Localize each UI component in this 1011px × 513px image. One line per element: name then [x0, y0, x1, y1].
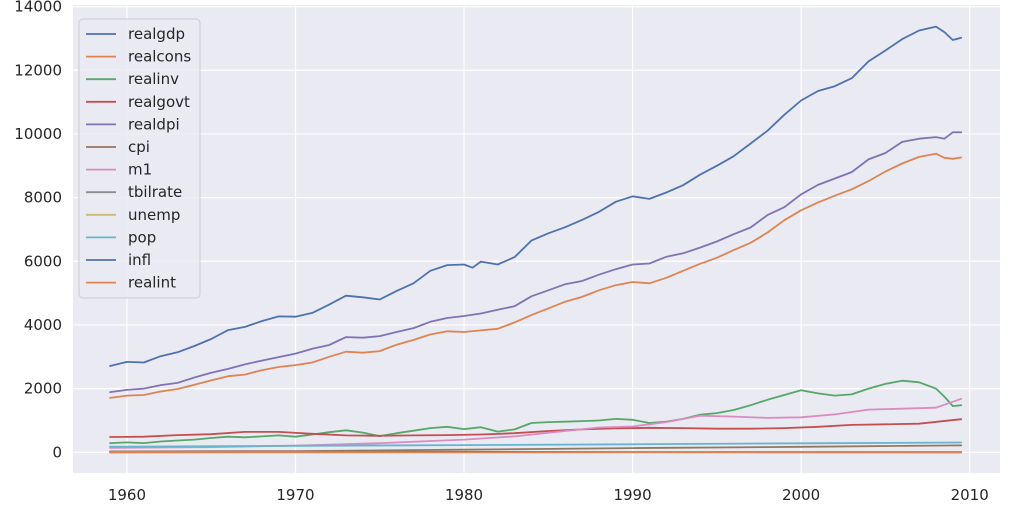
y-tick-label: 8000: [24, 189, 62, 207]
legend-label-realdpi: realdpi: [128, 115, 180, 133]
x-tick-label: 1980: [445, 486, 483, 504]
legend-label-m1: m1: [128, 161, 152, 179]
series-line-cpi: [109, 444, 963, 453]
x-tick-label: 2010: [951, 486, 989, 504]
series-line-realinv: [109, 379, 963, 445]
x-tick-label: 1960: [108, 486, 146, 504]
series-line-realcons: [109, 152, 963, 399]
series-line-realgovt: [109, 418, 963, 438]
legend-label-pop: pop: [128, 228, 156, 246]
series-line-realdpi: [109, 131, 963, 394]
legend-label-tbilrate: tbilrate: [128, 183, 182, 201]
series-line-m1: [109, 397, 963, 449]
x-axis-ticks: 1960 1970 1980 1990 2000 2010: [108, 486, 989, 504]
series-line-pop: [109, 441, 963, 448]
legend-label-realinv: realinv: [128, 70, 179, 88]
y-tick-label: 10000: [14, 125, 62, 143]
y-tick-label: 12000: [14, 61, 62, 79]
y-axis-ticks: 0 2000 4000 6000 8000 10000 12000 14000: [14, 0, 62, 461]
y-tick-label: 0: [52, 443, 62, 461]
legend-label-cpi: cpi: [128, 138, 150, 156]
series-layer: [109, 25, 963, 454]
x-tick-label: 2000: [782, 486, 820, 504]
y-tick-label: 2000: [24, 380, 62, 398]
legend-label-unemp: unemp: [128, 206, 180, 224]
legend: realgdp realcons realinv realgovt realdpi cpi…: [78, 18, 201, 299]
series-line-realgdp: [109, 25, 963, 367]
x-tick-label: 1990: [613, 486, 651, 504]
y-tick-label: 6000: [24, 252, 62, 270]
legend-label-realgovt: realgovt: [128, 93, 190, 111]
legend-label-realcons: realcons: [128, 48, 191, 66]
y-tick-label: 14000: [14, 0, 62, 16]
legend-label-realint: realint: [128, 274, 176, 292]
x-tick-label: 1970: [276, 486, 314, 504]
y-tick-label: 4000: [24, 316, 62, 334]
legend-box: [78, 18, 201, 299]
legend-label-realgdp: realgdp: [128, 25, 185, 43]
legend-label-infl: infl: [128, 251, 151, 269]
